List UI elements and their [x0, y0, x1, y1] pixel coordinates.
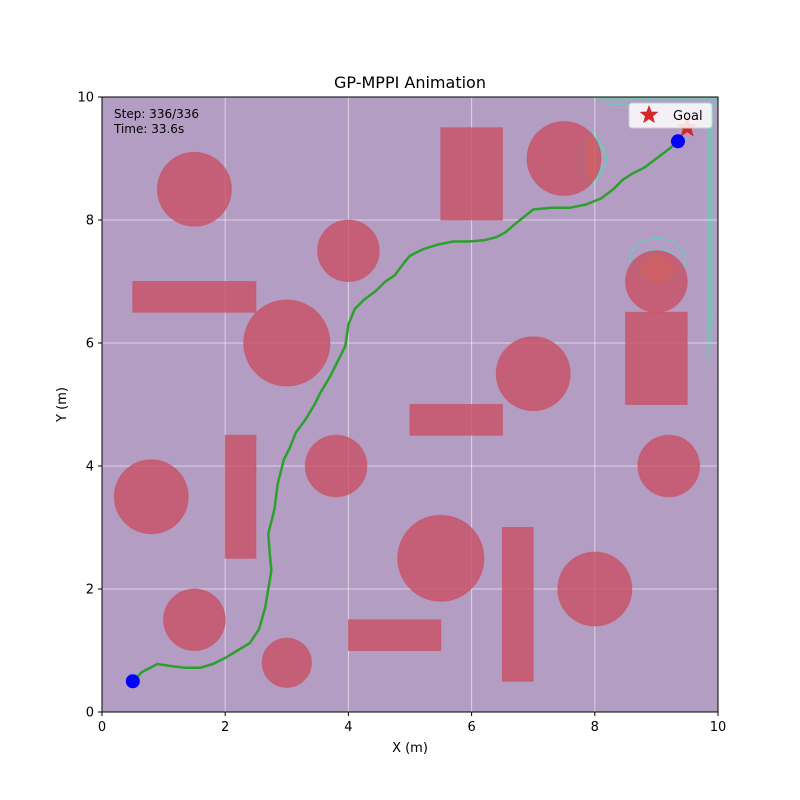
y-tick-label: 8: [86, 214, 94, 229]
y-tick-label: 6: [86, 337, 94, 352]
x-tick-label: 6: [467, 720, 475, 735]
chart-title: GP-MPPI Animation: [334, 73, 486, 92]
step-readout: Step: 336/336: [114, 107, 199, 121]
path-layer: [131, 140, 680, 683]
time-readout: Time: 33.6s: [113, 122, 184, 136]
circle-obstacle: [317, 219, 380, 282]
robot-trajectory: [131, 140, 680, 683]
y-tick-label: 4: [86, 460, 94, 475]
circle-obstacle: [163, 588, 226, 651]
circle-obstacle: [526, 121, 602, 196]
circle-obstacle: [637, 434, 701, 498]
y-tick-label: 10: [77, 91, 94, 106]
robot-marker: [670, 134, 685, 149]
x-tick-label: 2: [221, 720, 229, 735]
circle-obstacle: [495, 336, 571, 412]
rect-obstacle: [347, 619, 442, 651]
obstacle-layer: [113, 121, 701, 688]
y-tick-label: 0: [86, 706, 94, 721]
x-tick-label: 10: [710, 720, 727, 735]
circle-obstacle: [113, 459, 189, 535]
rect-obstacle: [501, 527, 534, 682]
circle-obstacle: [243, 299, 331, 387]
x-axis-label: X (m): [392, 741, 428, 756]
rect-obstacle: [132, 281, 257, 313]
circle-obstacle: [261, 637, 312, 688]
circle-obstacle: [625, 250, 688, 313]
legend-goal-star-icon: [639, 105, 659, 124]
start-marker: [125, 674, 140, 689]
rect-obstacle: [440, 127, 503, 221]
x-tick-label: 0: [98, 720, 106, 735]
circle-obstacle: [304, 434, 368, 498]
y-tick-label: 2: [86, 583, 94, 598]
rect-obstacle: [224, 434, 257, 559]
plot-frame: [101, 96, 719, 713]
circle-obstacle: [557, 551, 633, 627]
plot-area: [101, 96, 719, 713]
x-tick-label: 8: [591, 720, 599, 735]
y-axis-label: Y (m): [55, 387, 70, 423]
circle-obstacle: [397, 514, 485, 602]
axes: 0 2 4 6 8 10 0 2 4 6 8 10: [77, 91, 726, 736]
legend-goal-label: Goal: [673, 109, 703, 124]
legend: Goal: [628, 102, 713, 129]
rect-obstacle: [625, 311, 688, 405]
x-tick-label: 4: [344, 720, 352, 735]
rect-obstacle: [409, 404, 503, 436]
circle-obstacle: [156, 151, 232, 227]
